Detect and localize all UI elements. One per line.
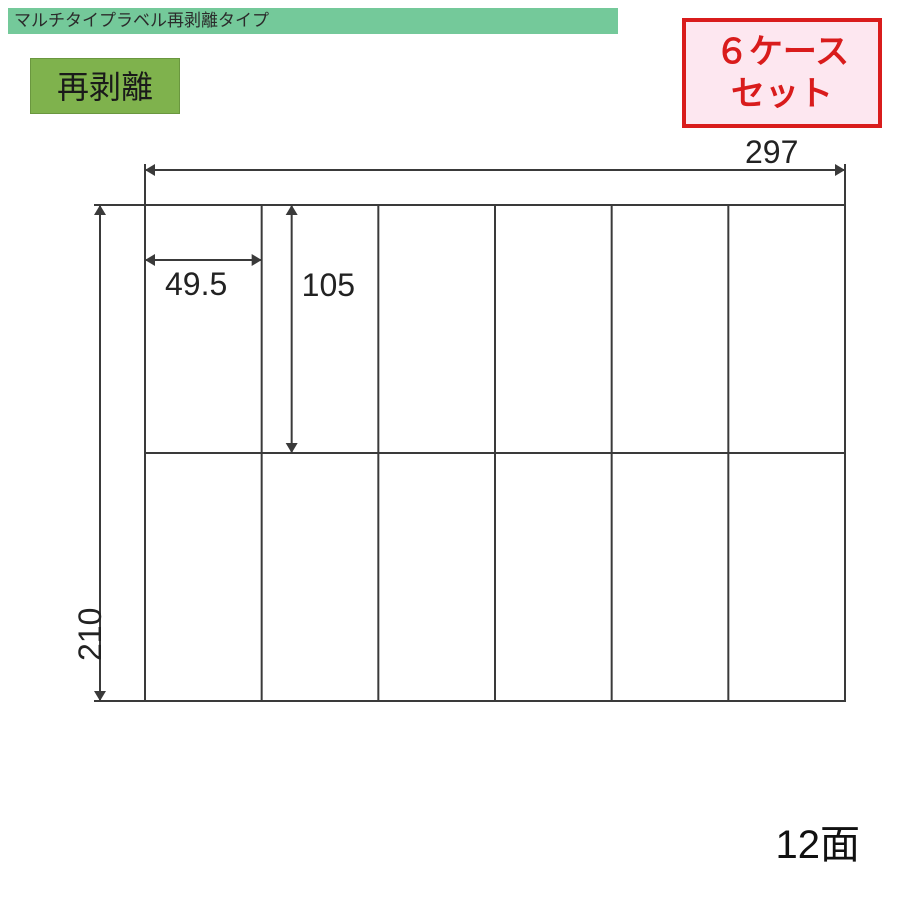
dimension-cell-height: 105 [302, 267, 355, 304]
case-set-line1: ６ケース [686, 31, 878, 74]
diagram-svg [40, 150, 860, 790]
repeel-badge: 再剥離 [30, 58, 180, 114]
dimension-width: 297 [745, 134, 798, 171]
dimension-cell-width: 49.5 [165, 266, 227, 303]
header-text: マルチタイプラベル再剥離タイプ [14, 11, 269, 30]
label-sheet-diagram: 297 210 49.5 105 [40, 150, 860, 830]
case-set-badge: ６ケース セット [682, 18, 882, 128]
dimension-height: 210 [72, 608, 109, 661]
face-count: 12面 [776, 812, 861, 870]
case-set-line2: セット [686, 73, 878, 116]
face-count-text: 12面 [776, 823, 861, 867]
repeel-badge-text: 再剥離 [57, 69, 153, 105]
header-bar: マルチタイプラベル再剥離タイプ [8, 8, 618, 34]
